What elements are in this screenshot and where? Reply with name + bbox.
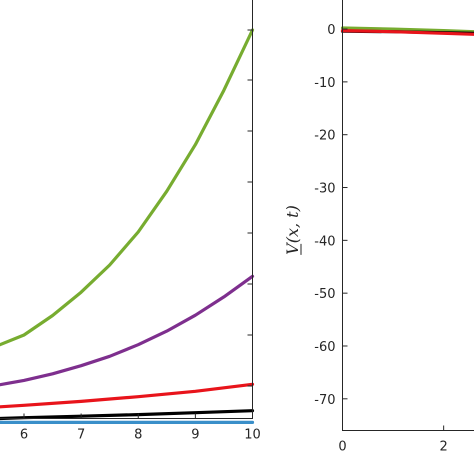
right-y-ticks: 0 -10 -20 -30 -40 -50 -60 -70 xyxy=(314,23,348,408)
x-tick-label-1-0: 0 xyxy=(338,440,346,455)
x-tick-label-0-2: 8 xyxy=(134,428,142,443)
x-tick-label-0-1: 7 xyxy=(77,428,85,443)
left-x-ticks: 6 7 8 9 10 xyxy=(20,413,261,443)
left-panel: 6 7 8 9 10 xyxy=(0,0,261,443)
left-y-ticks xyxy=(247,29,253,387)
left-series-group xyxy=(0,28,255,424)
right-axis-frame xyxy=(342,0,474,431)
left-axis-frame xyxy=(0,0,253,419)
series-line-0-3 xyxy=(0,409,255,421)
series-line-0-0 xyxy=(0,28,255,347)
y-tick-label-1-2: -20 xyxy=(314,129,335,144)
x-tick-label-0-0: 6 xyxy=(20,428,28,443)
y-tick-label-1-3: -30 xyxy=(314,182,335,197)
y-tick-label-1-5: -50 xyxy=(314,287,335,302)
y-tick-label-1-0: 0 xyxy=(327,23,335,38)
right-y-label-text: V(x, t) xyxy=(283,205,302,255)
series-line-1-0 xyxy=(340,26,474,34)
x-tick-label-0-3: 9 xyxy=(191,428,199,443)
right-series-group xyxy=(340,26,474,36)
x-tick-label-0-4: 10 xyxy=(244,428,261,443)
y-tick-label-1-6: -60 xyxy=(314,340,335,355)
series-line-0-2 xyxy=(0,382,255,409)
x-tick-label-1-1: 2 xyxy=(440,440,448,455)
series-line-0-1 xyxy=(0,274,255,387)
y-tick-label-1-1: -10 xyxy=(314,76,335,91)
right-y-axis-label: V(x, t) xyxy=(283,205,302,255)
series-line-1-2 xyxy=(340,29,474,36)
y-tick-label-1-7: -70 xyxy=(314,393,335,408)
y-tick-label-1-4: -40 xyxy=(314,234,335,249)
